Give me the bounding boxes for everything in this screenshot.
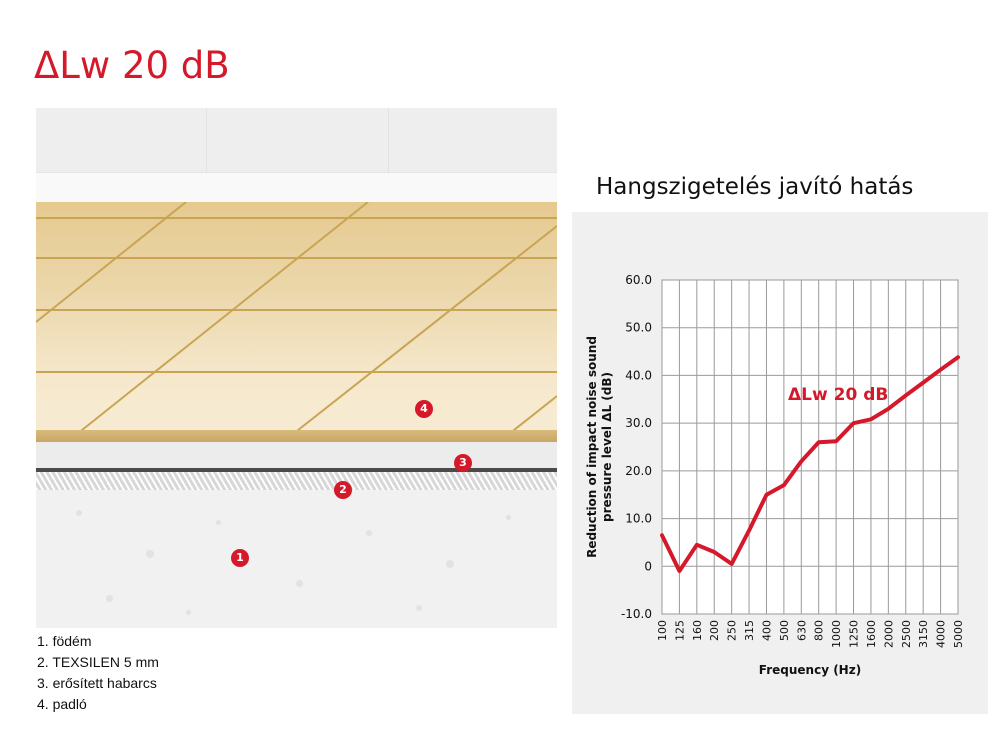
series-line <box>660 355 960 574</box>
reinforced-mortar-line <box>36 468 557 472</box>
plot-area <box>661 279 959 615</box>
x-tick-label: 125 <box>673 620 686 641</box>
data-point <box>921 381 925 385</box>
y-tick-label: 10.0 <box>625 512 652 526</box>
chart-title: Hangszigetelés javító hatás <box>596 174 914 200</box>
data-point <box>886 407 890 411</box>
x-tick-label: 1000 <box>830 620 843 648</box>
marker-1: 1 <box>231 549 249 567</box>
x-axis-title: Frequency (Hz) <box>759 663 861 677</box>
x-tick-label: 2500 <box>900 620 913 648</box>
data-point <box>695 543 699 547</box>
page-title: ΔLw 20 dB <box>34 44 230 87</box>
data-point <box>852 421 856 425</box>
data-point <box>939 368 943 372</box>
concrete-slab <box>36 490 557 628</box>
y-tick-label: 40.0 <box>625 368 652 382</box>
legend-item: 4. padló <box>37 696 87 712</box>
skirting-gap <box>36 172 557 203</box>
floor-edge <box>36 430 557 442</box>
marker-2: 2 <box>334 481 352 499</box>
y-tick-label: 60.0 <box>625 273 652 287</box>
mortar-layer <box>36 442 557 468</box>
data-point <box>817 440 821 444</box>
x-tick-label: 315 <box>743 620 756 641</box>
layer-legend: 1. födém 2. TEXSILEN 5 mm 3. erősített h… <box>37 631 159 715</box>
data-point <box>956 355 960 359</box>
marker-3: 3 <box>454 454 472 472</box>
data-point <box>660 533 664 537</box>
data-point <box>782 483 786 487</box>
floor-cross-section-diagram: 1 2 3 4 <box>36 108 557 628</box>
x-tick-label: 5000 <box>952 620 965 648</box>
x-tick-label: 2000 <box>882 620 895 648</box>
impact-noise-chart: -10.0 0 10.0 20.0 30.0 40.0 50.0 60.0 100 125 160 2… <box>585 273 965 677</box>
y-tick-label: 20.0 <box>625 464 652 478</box>
data-point <box>799 459 803 463</box>
x-tick-label: 3150 <box>917 620 930 648</box>
legend-item: 1. födém <box>37 633 92 649</box>
x-tick-label: 800 <box>813 620 826 641</box>
tile-grid-lines <box>36 202 557 438</box>
y-tick-label: -10.0 <box>621 607 652 621</box>
data-point <box>904 393 908 397</box>
x-tick-label: 1600 <box>865 620 878 648</box>
floor-tiles-layer <box>36 202 557 438</box>
legend-item: 3. erősített habarcs <box>37 675 157 691</box>
marker-4: 4 <box>415 400 433 418</box>
chart-annotation: ΔLw 20 dB <box>788 385 888 405</box>
x-tick-label: 200 <box>708 620 721 641</box>
y-axis-title-line: Reduction of impact noise sound <box>585 336 599 558</box>
x-tick-label: 4000 <box>935 620 948 648</box>
legend-item: 2. TEXSILEN 5 mm <box>37 654 159 670</box>
data-point <box>869 417 873 421</box>
data-point <box>730 562 734 566</box>
y-tick-label: 0 <box>644 559 652 573</box>
x-tick-label: 1250 <box>848 620 861 648</box>
x-tick-label: 160 <box>691 620 704 641</box>
y-tick-label: 30.0 <box>625 416 652 430</box>
data-point <box>834 439 838 443</box>
x-tick-label: 500 <box>778 620 791 641</box>
x-tick-label: 100 <box>656 620 669 641</box>
data-point <box>677 569 681 573</box>
texsilen-layer <box>36 472 557 490</box>
x-tick-label: 400 <box>760 620 773 641</box>
x-tick-label: 250 <box>726 620 739 641</box>
data-point <box>712 550 716 554</box>
y-tick-label: 50.0 <box>625 321 652 335</box>
x-tick-label: 630 <box>795 620 808 641</box>
wall-band <box>36 108 557 172</box>
y-axis-title-line: pressure level ΔL (dB) <box>600 372 614 522</box>
data-point <box>747 529 751 532</box>
data-point <box>764 493 768 497</box>
